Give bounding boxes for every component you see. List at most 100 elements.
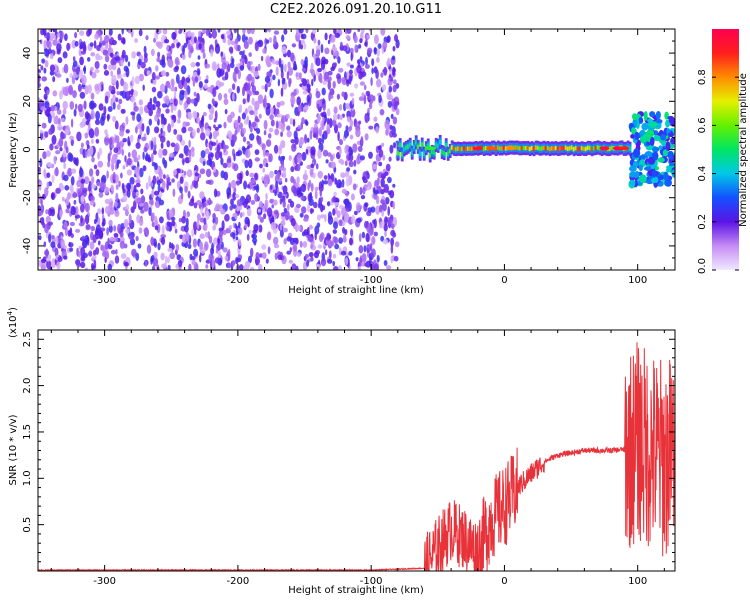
heatmap-cell <box>253 185 259 190</box>
heatmap-cell <box>342 227 346 234</box>
heatmap-cell <box>333 62 337 67</box>
heatmap-cell <box>202 52 206 59</box>
colorbar-label: Normalized spectral amplitude <box>738 73 749 227</box>
heatmap-cell <box>390 113 394 119</box>
heatmap-cell <box>53 116 57 125</box>
heatmap-cell <box>276 101 281 108</box>
heatmap-cell <box>173 90 177 100</box>
heatmap-cell <box>275 120 279 129</box>
heatmap-cell <box>214 103 218 108</box>
heatmap-cell <box>148 118 152 126</box>
heatmap-cell <box>641 122 649 131</box>
x-tick-label: 0 <box>501 576 507 587</box>
heatmap-cell <box>44 187 49 197</box>
heatmap-cell <box>228 46 234 53</box>
heatmap-cell <box>584 146 588 152</box>
heatmap-cell <box>568 146 572 151</box>
heatmap-cell <box>110 184 114 192</box>
heatmap-cell <box>348 69 353 75</box>
heatmap-cell <box>217 29 221 33</box>
heatmap-cell <box>315 163 319 170</box>
heatmap-cell <box>236 199 243 207</box>
heatmap-cell <box>179 91 185 101</box>
heatmap-cell <box>134 38 139 43</box>
heatmap-cell <box>198 42 202 50</box>
heatmap-cell <box>638 117 644 123</box>
heatmap-cell <box>82 41 86 51</box>
heatmap-cell <box>212 212 216 220</box>
heatmap-cell <box>349 64 354 69</box>
heatmap-cell <box>51 234 55 240</box>
heatmap-cell <box>211 141 217 147</box>
heatmap-cell <box>223 93 228 99</box>
heatmap-cell <box>161 61 166 68</box>
heatmap-cell <box>242 86 245 97</box>
heatmap-cell <box>220 208 226 215</box>
heatmap-cell <box>273 30 280 35</box>
heatmap-cell <box>332 229 337 235</box>
heatmap-cell <box>163 120 167 125</box>
heatmap-cell <box>639 129 646 136</box>
heatmap-cell <box>102 251 107 258</box>
heatmap-cell <box>392 45 396 52</box>
heatmap-cell <box>385 163 391 172</box>
heatmap-cell <box>137 243 142 249</box>
heatmap-cell <box>53 155 57 165</box>
heatmap-cell <box>217 237 221 245</box>
heatmap-cell <box>357 61 361 69</box>
heatmap-cell <box>143 55 148 64</box>
heatmap-cell <box>367 107 370 114</box>
heatmap-cell <box>172 188 176 197</box>
heatmap-cell <box>496 145 500 150</box>
heatmap-cell <box>286 125 291 131</box>
heatmap-cell <box>373 116 378 122</box>
heatmap-cell <box>353 35 358 44</box>
heatmap-cell <box>80 255 86 262</box>
heatmap-cell <box>352 183 357 191</box>
heatmap-cell <box>261 244 267 250</box>
heatmap-cell <box>180 139 186 146</box>
heatmap-cell <box>532 147 536 152</box>
heatmap-cell <box>116 141 120 150</box>
heatmap-cell <box>52 29 58 33</box>
heatmap-cell <box>104 186 110 195</box>
heatmap-cell <box>290 176 295 183</box>
heatmap-cell <box>267 133 272 139</box>
heatmap-cell <box>392 232 397 238</box>
heatmap-cell <box>175 65 179 71</box>
heatmap-cell <box>220 157 224 166</box>
heatmap-cell <box>199 191 205 200</box>
heatmap-cell <box>299 212 304 218</box>
heatmap-cell <box>135 191 140 197</box>
heatmap-cell <box>241 211 245 217</box>
heatmap-cell <box>214 257 220 264</box>
chart-title: C2E2.2026.091.20.10.G11 <box>269 2 443 17</box>
heatmap-cell <box>667 132 675 138</box>
heatmap-cell <box>242 136 247 143</box>
heatmap-cell <box>466 146 470 151</box>
heatmap-cell <box>340 41 343 47</box>
heatmap-cell <box>183 42 188 48</box>
heatmap-cell <box>172 32 177 40</box>
heatmap-cell <box>210 152 214 158</box>
heatmap-cell <box>192 238 197 248</box>
heatmap-cell <box>364 41 367 47</box>
heatmap-cell <box>135 142 141 149</box>
heatmap-cell <box>120 37 126 44</box>
heatmap-cell <box>191 34 194 45</box>
heatmap-cell <box>162 157 166 165</box>
heatmap-cell <box>343 129 348 139</box>
heatmap-cell <box>373 192 378 200</box>
heatmap-cell <box>110 144 115 149</box>
heatmap-cell <box>233 29 238 34</box>
heatmap-cell <box>48 233 52 243</box>
y-tick-label: 1.0 <box>22 470 33 486</box>
heatmap-cell <box>85 140 90 146</box>
heatmap-cell <box>159 135 166 143</box>
heatmap-cell <box>348 153 354 162</box>
heatmap-cell <box>126 157 132 166</box>
spectrogram-x-ticks: -300 -200 -100 0 100 <box>50 29 665 286</box>
heatmap-cell <box>184 157 191 164</box>
heatmap-cell <box>212 87 217 98</box>
heatmap-cell <box>120 172 123 179</box>
